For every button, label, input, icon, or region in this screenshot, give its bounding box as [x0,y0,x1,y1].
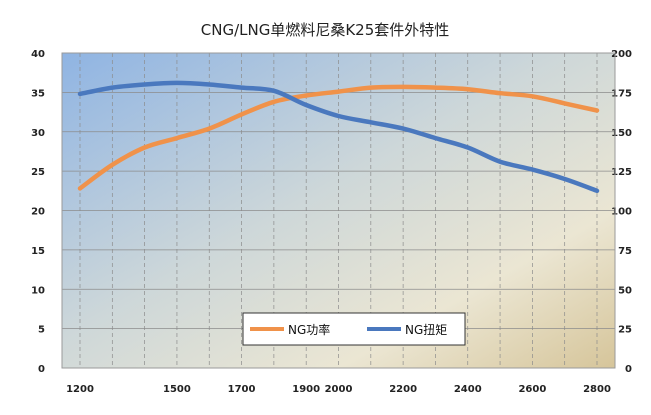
y-right-tick-label: 50 [618,285,632,296]
x-tick-label: 1700 [228,384,256,395]
y-right-tick-label: 175 [611,88,632,99]
y-left-tick-label: 35 [31,88,45,99]
x-tick-label: 2600 [518,384,546,395]
y-right-tick-label: 100 [611,207,632,218]
y-right-tick-label: 125 [611,167,632,178]
y-right-tick-label: 200 [611,49,632,60]
y-right-tick-label: 75 [618,246,632,257]
series-line-ng-torque [77,80,600,194]
series-lines [77,80,600,194]
y-left-tick-label: 25 [31,167,45,178]
x-tick-label: 1900 [292,384,320,395]
x-tick-label: 1500 [163,384,191,395]
x-tick-label: 2000 [325,384,353,395]
y-left-tick-label: 10 [31,285,45,296]
y-left-tick-label: 5 [38,325,45,336]
x-tick-label: 2200 [389,384,417,395]
y-left-tick-label: 0 [38,364,45,375]
legend: NG功率 NG扭矩 [242,312,466,346]
y-left-tick-label: 20 [31,207,45,218]
y-left-tick-label: 30 [31,128,45,139]
x-tick-label: 2400 [454,384,482,395]
axes: 0 0 5 25 10 50 15 75 20 100 25 125 30 150 35 175 40 200 12… [31,49,632,395]
chart-title: CNG/LNG单燃料尼桑K25套件外特性 [201,21,450,39]
series-line-ng-power [77,84,600,191]
legend-label-ng-torque: NG扭矩 [405,323,447,337]
y-right-tick-label: 0 [625,364,632,375]
x-tick-label: 2800 [583,384,611,395]
y-left-tick-label: 15 [31,246,45,257]
y-right-tick-label: 150 [611,128,632,139]
y-left-tick-label: 40 [31,49,45,60]
plot-frame [61,52,616,369]
x-tick-label: 1200 [66,384,94,395]
legend-label-ng-power: NG功率 [288,322,330,337]
y-right-tick-label: 25 [618,325,632,336]
